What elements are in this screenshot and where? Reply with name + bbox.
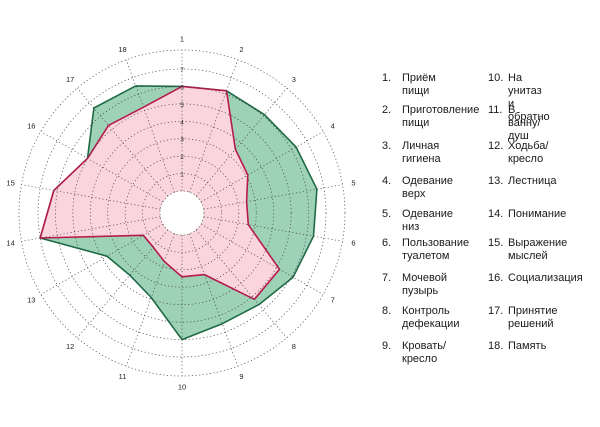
axis-label: 18 (118, 45, 126, 54)
legend-item: 8. Контроль дефекации (382, 305, 459, 331)
legend-item-number: 5. (382, 208, 392, 220)
legend-item-label: Понимание (508, 208, 567, 220)
legend-item-label: Память (508, 340, 547, 352)
legend-item-number: 3. (382, 140, 392, 152)
legend-item: 4. Одевание верх (382, 175, 453, 201)
grid-ring-5 (72, 103, 292, 323)
axis-label: 15 (6, 178, 14, 187)
grid-ring-4 (89, 120, 275, 306)
legend-item: 17. Принятие решений (488, 305, 558, 331)
axis-label: 1 (180, 35, 184, 44)
legend-item-label: Одевание низ (402, 208, 454, 233)
radial-tick-label: 3 (180, 137, 184, 144)
axis-label: 5 (351, 178, 355, 187)
legend-item-label: В ванну/душ (508, 104, 541, 142)
legend-item: 16. Социализация (488, 272, 583, 285)
legend-item-label: Выражение мыслей (508, 237, 568, 262)
legend-item-number: 4. (382, 175, 392, 187)
legend-item-number: 11. (488, 104, 503, 116)
legend-item-number: 9. (382, 340, 392, 352)
legend-item-number: 16. (488, 272, 504, 284)
axis-label: 8 (292, 342, 296, 351)
grid-ring-3 (107, 138, 257, 288)
legend-item-number: 2. (382, 104, 392, 116)
legend-item-number: 18. (488, 340, 504, 352)
legend-item: 6. Пользование туалетом (382, 237, 469, 263)
legend-item-number: 15. (488, 237, 504, 249)
legend-item-label: Мочевой пузырь (402, 272, 447, 297)
axis-label: 3 (292, 75, 296, 84)
legend-item-label: Социализация (508, 272, 583, 284)
axis-label: 10 (178, 383, 186, 392)
legend-item-label: Лестница (508, 175, 557, 187)
radial-tick-label: 5 (180, 102, 184, 109)
legend-item: 12. Ходьба/кресло (488, 140, 548, 166)
axis-label: 2 (239, 45, 243, 54)
radial-tick-label: 1 (180, 172, 184, 179)
legend-item-label: Пользование туалетом (402, 237, 470, 262)
legend-item: 10. На унитаз и обратно (488, 72, 550, 124)
axis-label: 4 (331, 122, 335, 131)
axis-label: 14 (6, 239, 14, 248)
radial-tick-label: 6 (180, 84, 184, 91)
legend-item-label: Контроль дефекации (402, 305, 460, 330)
legend-item-label: Кровать/кресло (402, 340, 447, 365)
grid-ring-2 (124, 155, 240, 271)
legend-item-label: Одевание верх (402, 175, 454, 200)
legend-item-number: 6. (382, 237, 392, 249)
axis-label: 6 (351, 239, 355, 248)
axis-label: 16 (27, 122, 35, 131)
radial-tick-label: 7 (180, 67, 184, 74)
axis-label: 9 (239, 372, 243, 381)
legend-item: 5. Одевание низ (382, 208, 453, 234)
legend-item-label: Принятие решений (508, 305, 558, 330)
legend-item: 1. Приём пищи (382, 72, 436, 98)
legend-item-number: 8. (382, 305, 392, 317)
legend-item: 11. В ванну/душ (488, 104, 541, 143)
axis-label: 13 (27, 296, 35, 305)
legend-item-number: 10. (488, 72, 504, 84)
legend-item: 7. Мочевой пузырь (382, 272, 447, 298)
legend-item: 3. Личная гигиена (382, 140, 441, 166)
grid-ring-7 (37, 68, 327, 358)
legend-item-label: Приготовление пищи (402, 104, 480, 129)
legend-item: 9. Кровать/кресло (382, 340, 446, 366)
legend-item: 18. Память (488, 340, 546, 353)
legend-item-number: 12. (488, 140, 504, 152)
grid-ring-1 (142, 173, 222, 253)
radial-tick-label: 4 (180, 119, 184, 126)
legend-item-label: Приём пищи (402, 72, 436, 97)
legend-item-number: 13. (488, 175, 504, 187)
legend-item: 15. Выражение мыслей (488, 237, 567, 263)
legend-item-label: Ходьба/кресло (508, 140, 549, 165)
legend-item-number: 14. (488, 208, 504, 220)
axis-label: 17 (66, 75, 74, 84)
legend-item-number: 7. (382, 272, 392, 284)
axis-label: 11 (119, 372, 127, 381)
radar-center-hole (159, 190, 205, 236)
legend-item: 14. Понимание (488, 208, 566, 221)
axis-label: 12 (66, 342, 74, 351)
legend-item-number: 17. (488, 305, 504, 317)
legend-item-label: Личная гигиена (402, 140, 441, 165)
legend-item: 2. Приготовление пищи (382, 104, 479, 130)
legend-item-label: На унитаз и обратно (508, 72, 550, 123)
radial-tick-label: 2 (180, 154, 184, 161)
axis-label: 7 (331, 296, 335, 305)
legend-item-number: 1. (382, 72, 392, 84)
legend-item: 13. Лестница (488, 175, 557, 188)
